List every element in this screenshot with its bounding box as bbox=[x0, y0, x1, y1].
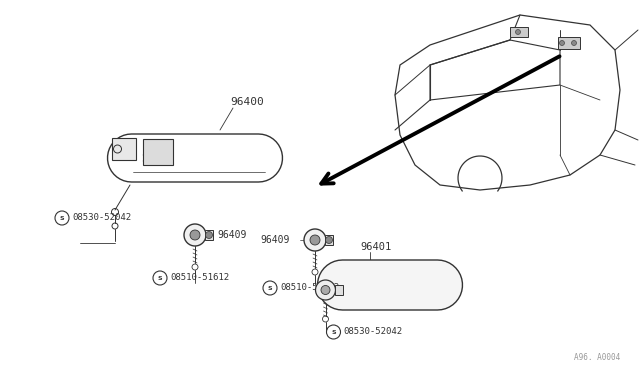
Text: A96. A0004: A96. A0004 bbox=[573, 353, 620, 362]
Text: 96400: 96400 bbox=[230, 97, 264, 107]
Text: 08530-52042: 08530-52042 bbox=[344, 327, 403, 337]
Circle shape bbox=[184, 224, 206, 246]
Polygon shape bbox=[335, 285, 342, 295]
Text: 96409: 96409 bbox=[217, 230, 246, 240]
Circle shape bbox=[205, 231, 212, 238]
Text: 08510-51612: 08510-51612 bbox=[280, 283, 339, 292]
Polygon shape bbox=[205, 230, 213, 240]
Circle shape bbox=[321, 285, 330, 295]
Circle shape bbox=[304, 229, 326, 251]
Polygon shape bbox=[143, 139, 173, 165]
Text: S: S bbox=[331, 330, 336, 334]
Text: 08510-51612: 08510-51612 bbox=[170, 273, 229, 282]
Text: S: S bbox=[60, 215, 64, 221]
Circle shape bbox=[316, 280, 335, 300]
Text: S: S bbox=[268, 285, 272, 291]
Bar bbox=[510, 27, 528, 37]
Bar bbox=[558, 37, 580, 49]
Polygon shape bbox=[111, 138, 136, 160]
Polygon shape bbox=[325, 235, 333, 245]
Text: S: S bbox=[157, 276, 163, 280]
Text: 96401: 96401 bbox=[360, 242, 391, 252]
Polygon shape bbox=[317, 260, 463, 310]
Circle shape bbox=[310, 235, 320, 245]
Circle shape bbox=[326, 237, 333, 244]
Text: 08530-52042: 08530-52042 bbox=[72, 214, 131, 222]
Circle shape bbox=[559, 41, 564, 45]
Circle shape bbox=[190, 230, 200, 240]
Circle shape bbox=[515, 29, 520, 35]
Text: 96409: 96409 bbox=[260, 235, 289, 245]
Circle shape bbox=[572, 41, 577, 45]
